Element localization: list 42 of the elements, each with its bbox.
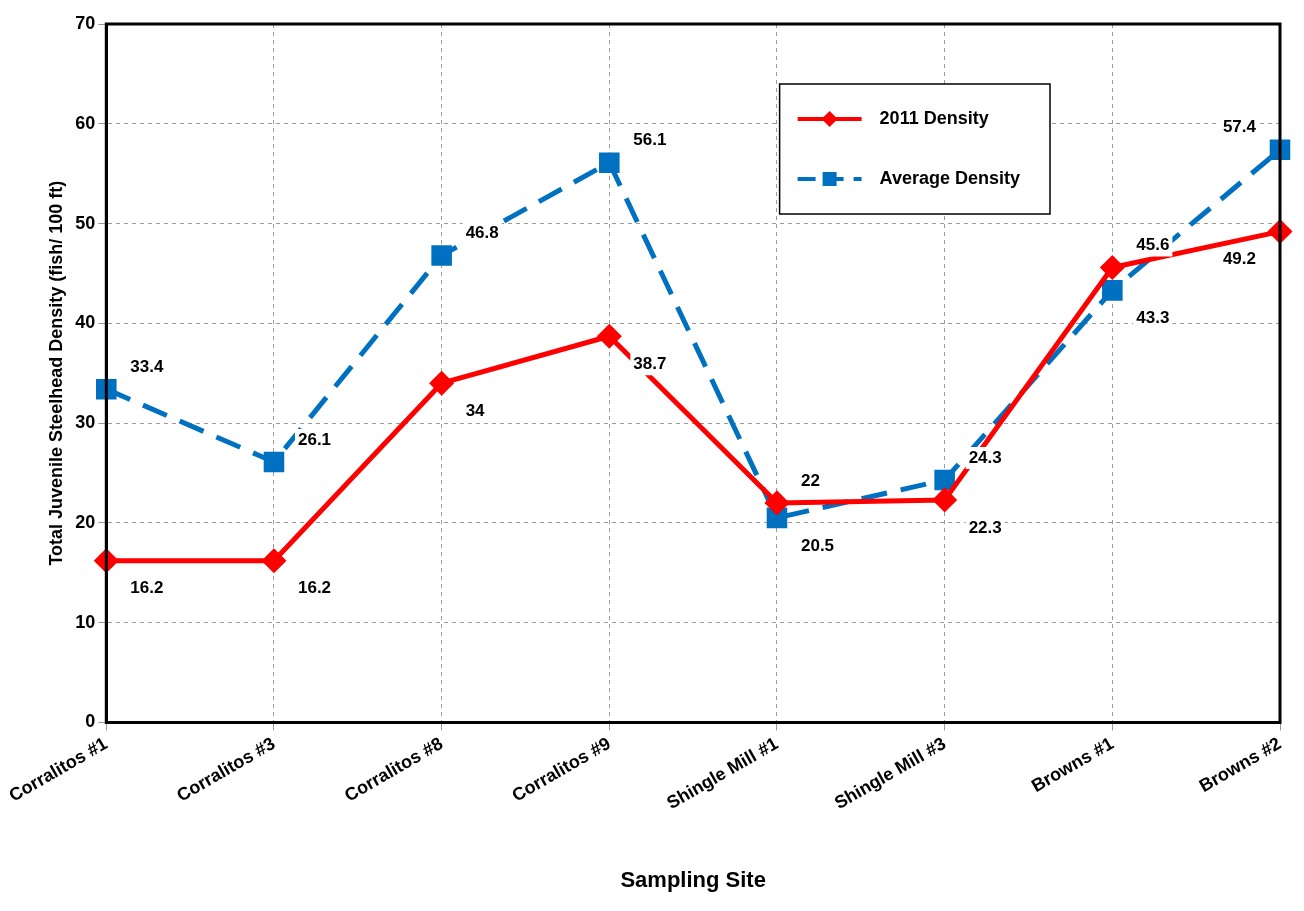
y-axis-title: Total Juvenile Steelhead Density (fish/ 100 ft) bbox=[46, 180, 67, 566]
data-label: 34 bbox=[465, 400, 486, 420]
x-axis-title: Sampling Site bbox=[620, 866, 766, 892]
point bbox=[934, 469, 955, 491]
y-tick-label: 40 bbox=[75, 312, 96, 333]
point bbox=[430, 371, 454, 395]
point bbox=[1269, 139, 1291, 160]
data-label: 57.4 bbox=[1222, 117, 1257, 137]
legend-label: Average Density bbox=[879, 167, 1021, 188]
data-label: 33.4 bbox=[130, 356, 164, 376]
y-tick-label: 30 bbox=[75, 412, 96, 433]
data-label: 24.3 bbox=[968, 447, 1002, 467]
point bbox=[765, 491, 789, 515]
data-label: 22 bbox=[800, 470, 820, 490]
y-tick-label: 50 bbox=[75, 212, 96, 233]
data-label: 56.1 bbox=[633, 130, 667, 150]
point bbox=[96, 378, 117, 400]
y-tick-label: 60 bbox=[75, 112, 96, 133]
y-tick-label: 70 bbox=[75, 12, 96, 33]
data-label: 22.3 bbox=[968, 517, 1002, 537]
legend-label: 2011 Density bbox=[879, 107, 989, 128]
point bbox=[431, 245, 452, 266]
point bbox=[1100, 255, 1124, 279]
data-label: 16.2 bbox=[297, 578, 332, 598]
data-label: 26.1 bbox=[297, 429, 332, 449]
point bbox=[263, 451, 285, 473]
data-label: 49.2 bbox=[1222, 249, 1257, 269]
point bbox=[933, 488, 957, 512]
point bbox=[262, 549, 286, 573]
y-tick-label: 20 bbox=[75, 511, 96, 532]
y-tick-label: 10 bbox=[75, 611, 96, 632]
point bbox=[1102, 280, 1123, 301]
data-label: 20.5 bbox=[800, 535, 835, 555]
y-tick-label: 0 bbox=[85, 711, 96, 732]
point bbox=[597, 324, 621, 348]
data-label: 43.3 bbox=[1136, 308, 1170, 328]
point bbox=[599, 152, 620, 173]
data-label: 46.8 bbox=[465, 223, 499, 243]
data-label: 16.2 bbox=[130, 578, 164, 598]
data-label: 38.7 bbox=[633, 353, 667, 373]
point bbox=[1268, 220, 1292, 244]
data-label: 45.6 bbox=[1136, 235, 1170, 255]
